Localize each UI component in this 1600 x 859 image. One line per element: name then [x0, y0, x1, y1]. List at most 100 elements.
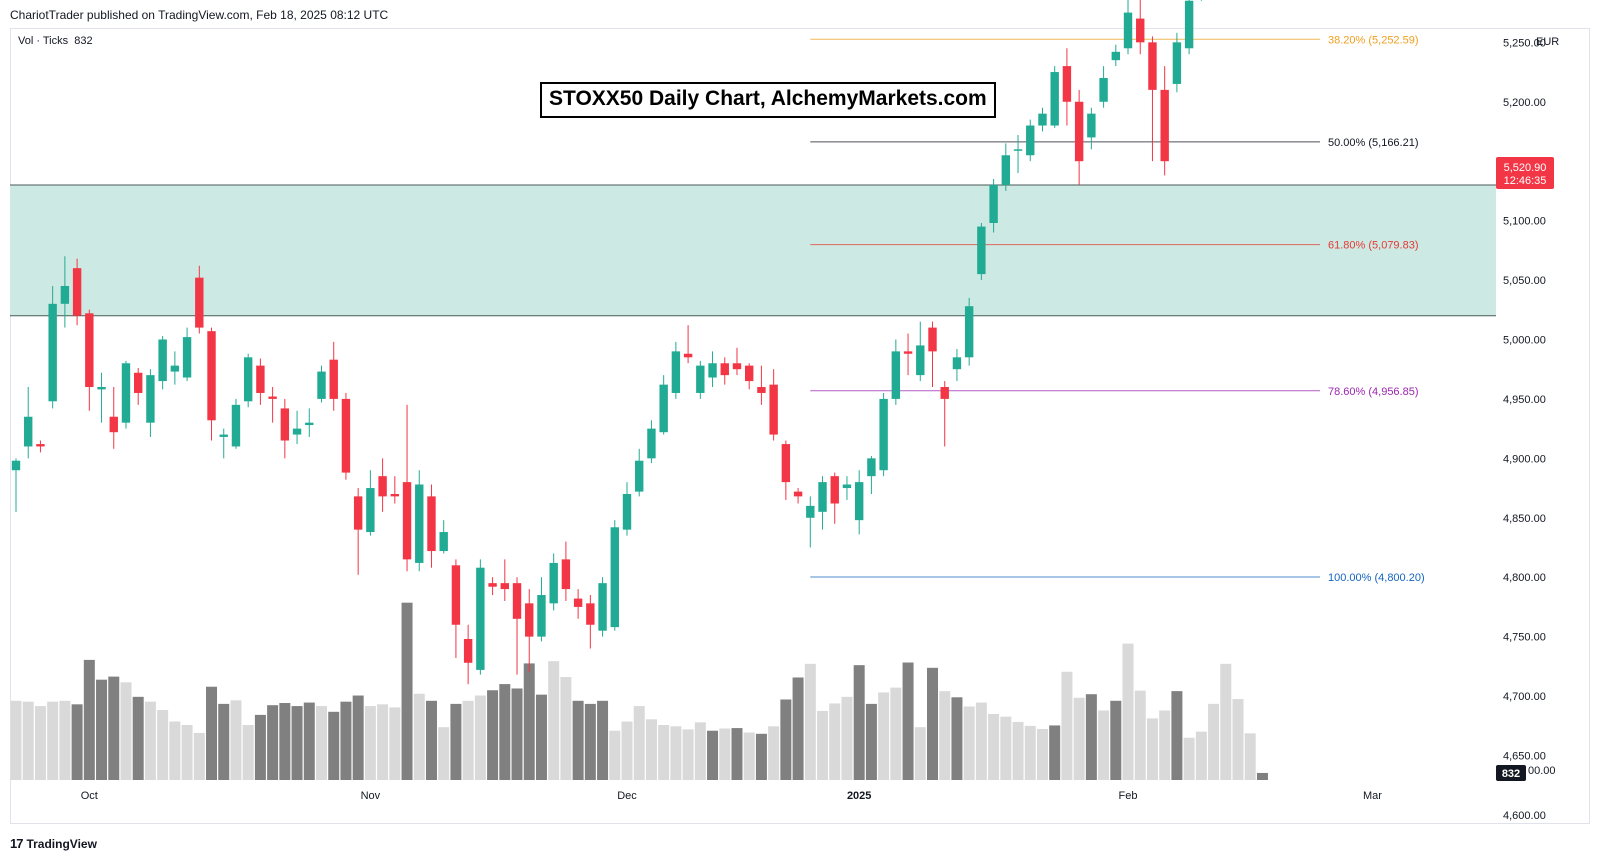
candle-body — [1026, 125, 1035, 156]
price-axis-label: 4,600.00 — [1503, 810, 1546, 822]
candle-body — [1148, 42, 1157, 90]
candle — [256, 358, 265, 405]
volume-bar — [1146, 718, 1158, 780]
candle — [708, 351, 717, 388]
candle — [268, 387, 277, 423]
volume-bar — [1159, 710, 1171, 780]
volume-bar — [487, 690, 499, 780]
volume-bar — [682, 729, 694, 780]
price-axis-label: 4,700.00 — [1503, 691, 1546, 703]
candle — [1038, 107, 1047, 132]
chart-frame[interactable] — [10, 28, 1590, 824]
candle — [366, 470, 375, 536]
candle — [903, 333, 913, 376]
candle-body — [134, 372, 143, 393]
candle-body — [573, 598, 583, 607]
time-axis-label: Feb — [1119, 790, 1138, 802]
candle-body — [146, 375, 155, 423]
candle-body — [928, 327, 937, 352]
candle-body — [1172, 42, 1182, 84]
candle — [134, 368, 143, 405]
volume-bar — [144, 701, 156, 780]
candle-body — [85, 313, 94, 388]
volume-bar — [878, 692, 890, 780]
candle-body — [1087, 113, 1096, 138]
candle-body — [451, 565, 461, 625]
volume-bar — [438, 727, 450, 780]
candle — [683, 325, 693, 364]
candle-body — [390, 493, 400, 497]
volume-bar — [670, 726, 682, 780]
candle — [1160, 66, 1169, 176]
volume-bar — [535, 694, 547, 780]
candle-body — [818, 482, 827, 512]
volume-value-label: 832 — [1502, 768, 1520, 780]
candle-body — [60, 285, 70, 304]
volume-bar — [865, 703, 877, 780]
candle-body — [916, 345, 925, 376]
candle-body — [696, 365, 705, 393]
volume-bar — [193, 732, 205, 780]
price-axis-label: 4,750.00 — [1503, 632, 1546, 644]
candle — [1148, 36, 1157, 162]
volume-bar — [22, 701, 34, 780]
candle — [317, 365, 326, 403]
candle — [109, 387, 118, 449]
candle — [11, 458, 21, 512]
candle-body — [243, 357, 253, 402]
candle-body — [476, 567, 485, 670]
volume-bar — [1036, 728, 1048, 780]
candle-body — [769, 384, 778, 435]
volume-bar — [1024, 725, 1036, 780]
volume-bar — [413, 693, 425, 780]
volume-bar — [169, 721, 181, 780]
price-axis-bottom-label: 00.00 — [1528, 765, 1556, 777]
candle — [647, 420, 656, 464]
candle-body — [36, 444, 45, 447]
candle — [1123, 0, 1133, 55]
candle — [989, 179, 998, 233]
candle-body — [610, 527, 619, 628]
candle — [1050, 66, 1059, 128]
volume-bar — [939, 691, 951, 780]
tradingview-brand: TradingView — [26, 836, 97, 851]
volume-bar — [1256, 772, 1268, 780]
candle-body — [305, 422, 314, 426]
volume-bar — [499, 684, 511, 780]
volume-bar — [548, 661, 560, 780]
candle-body — [635, 460, 644, 492]
volume-bar — [340, 701, 352, 780]
bar-countdown: 12:46:35 — [1504, 175, 1547, 187]
candle — [402, 404, 412, 572]
time-axis-label: Nov — [361, 790, 381, 802]
tradingview-footer[interactable]: 17 TradingView — [10, 836, 97, 851]
volume-bar — [364, 706, 376, 780]
volume-bar — [1098, 710, 1110, 780]
candle — [598, 577, 607, 637]
candle-body — [1111, 51, 1120, 61]
candle — [36, 440, 45, 453]
volume-bar — [694, 722, 706, 780]
candle-body — [378, 476, 387, 497]
volume-bar — [792, 677, 804, 780]
volume-indicator-label[interactable]: Vol · Ticks 832 — [18, 35, 93, 47]
candle-body — [1136, 18, 1145, 43]
volume-bar — [1232, 699, 1244, 780]
candle-body — [867, 458, 876, 477]
candle — [72, 258, 82, 326]
candle-body — [671, 351, 681, 393]
candle — [476, 559, 485, 675]
volume-bar — [389, 707, 401, 780]
volume-bar — [658, 725, 670, 780]
candle-body — [256, 365, 265, 393]
volume-bar — [731, 728, 743, 780]
volume-bar — [1110, 700, 1122, 780]
currency-label[interactable]: EUR — [1536, 36, 1560, 48]
candle — [48, 285, 57, 409]
volume-bar — [1183, 737, 1195, 780]
candle — [243, 353, 253, 408]
volume-bar — [975, 702, 987, 780]
volume-label-value: 832 — [74, 35, 93, 47]
publisher-header: ChariotTrader published on TradingView.c… — [10, 8, 389, 22]
